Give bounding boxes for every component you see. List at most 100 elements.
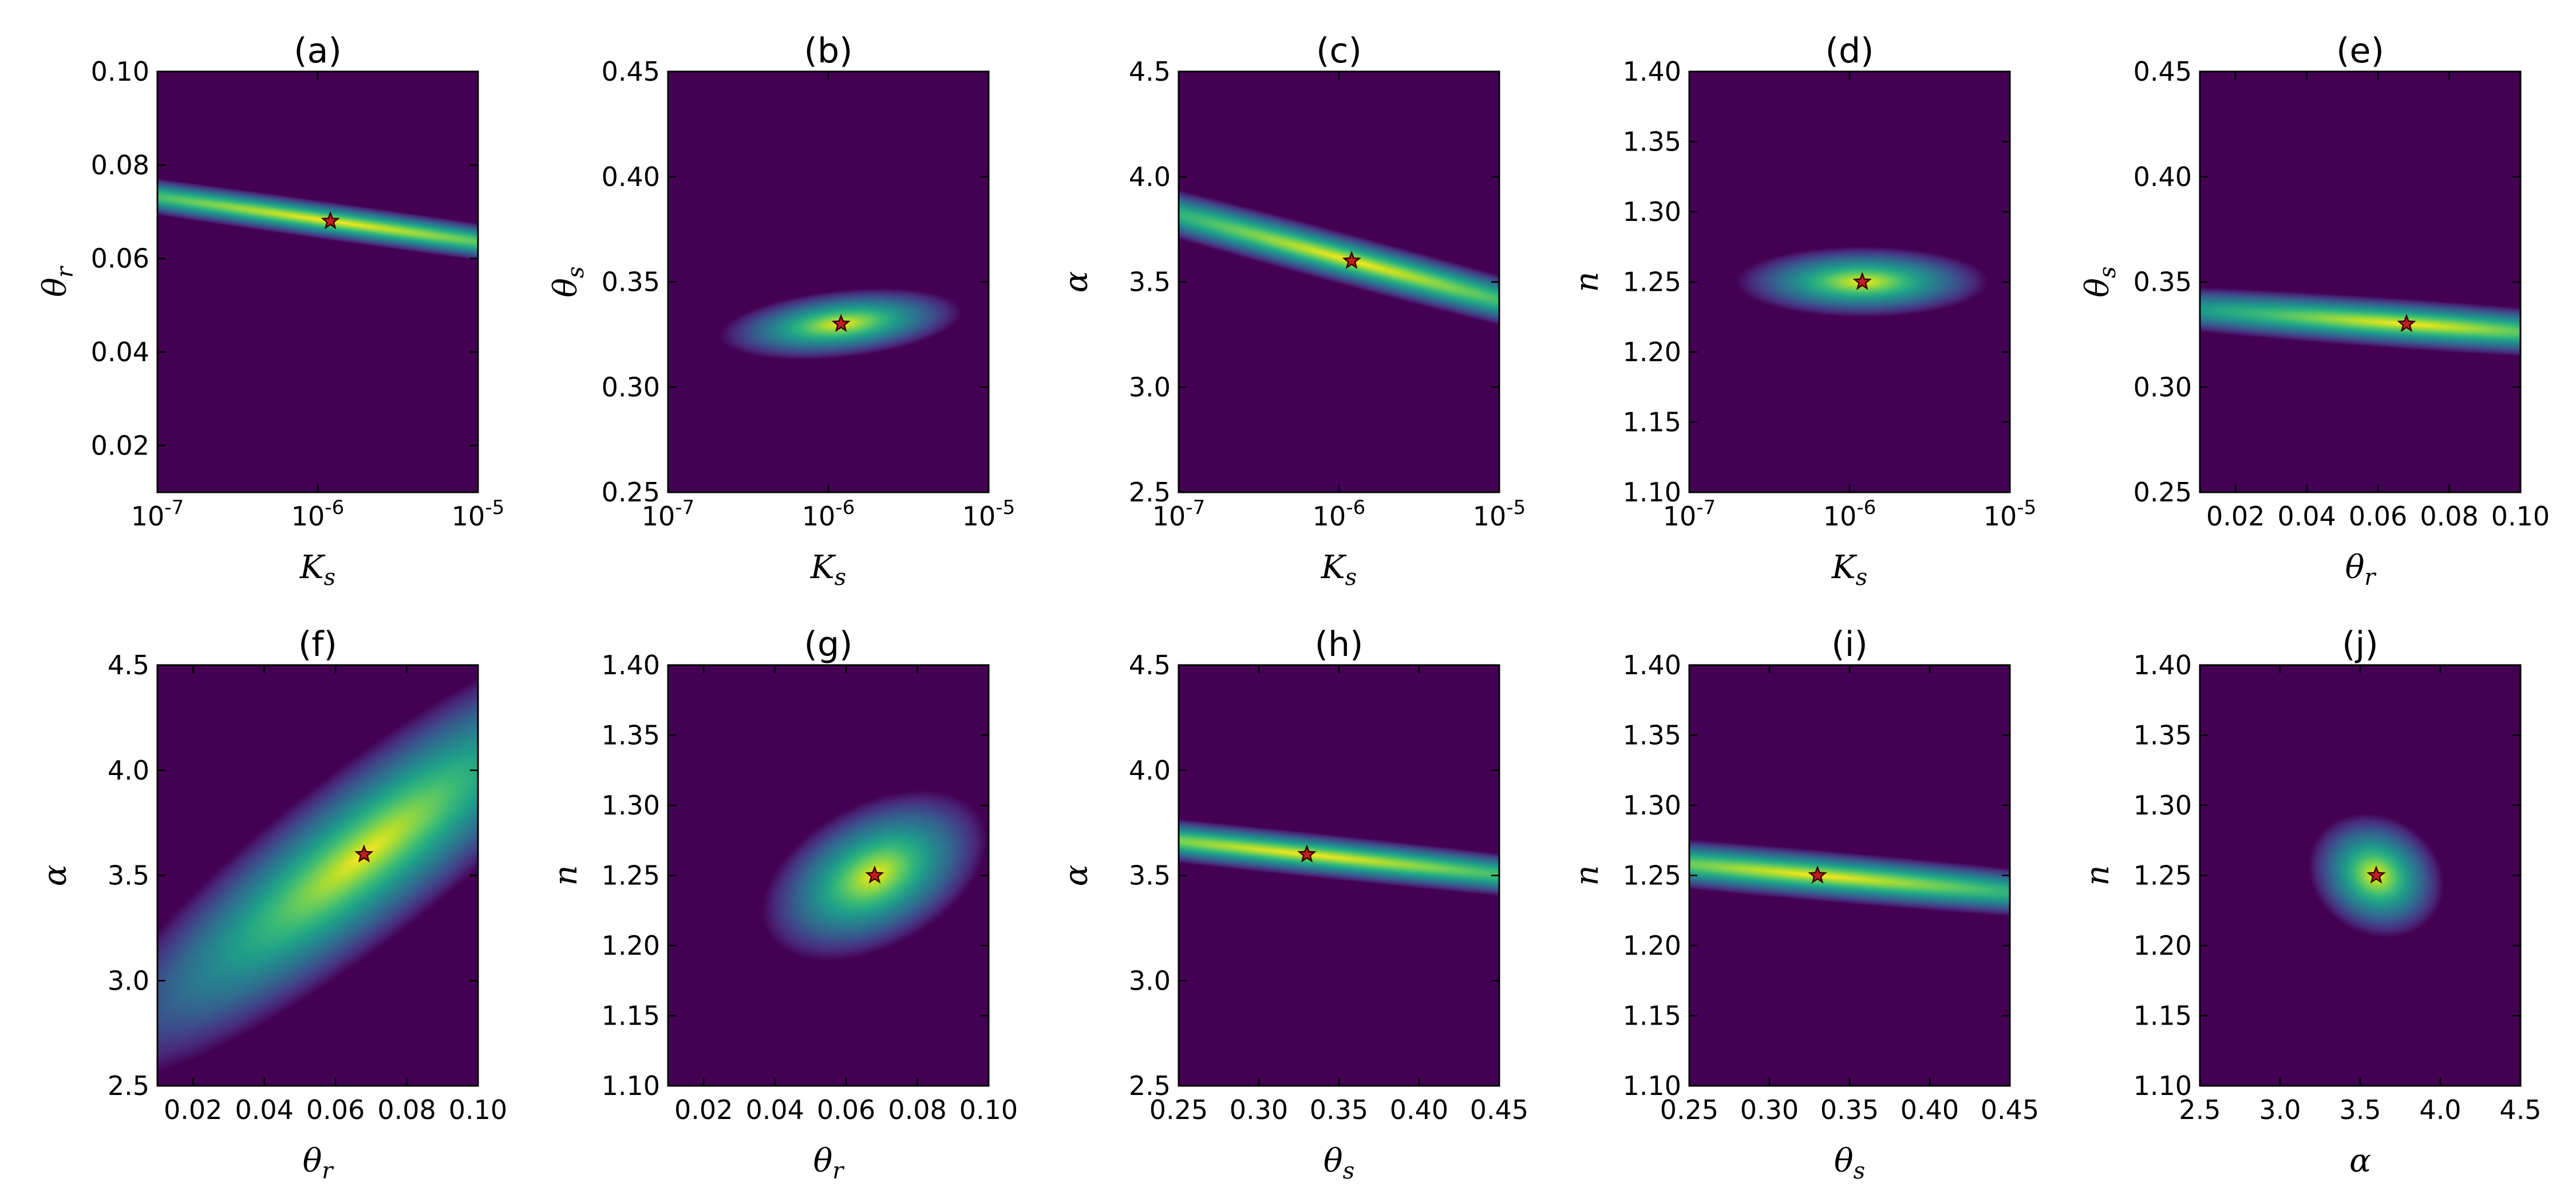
x-tick-label: 0.30 [1230, 1094, 1288, 1125]
panel-title-c: (c) [1316, 31, 1362, 71]
optimum-star-marker [354, 844, 374, 863]
x-tick-label: 0.04 [745, 1094, 804, 1125]
y-tick-label: 0.02 [91, 430, 149, 461]
y-tick-label: 1.10 [2134, 1070, 2192, 1101]
y-axis-label: n [1568, 865, 1606, 885]
y-tick-label: 4.0 [1129, 755, 1171, 786]
x-tick-label: 0.45 [1470, 1094, 1528, 1125]
panel-i: (i) 0.25 0.30 0.35 0.40 0.45 1.10 1.15 1.20 1.25 1… [1568, 624, 2039, 1184]
panel-title-g: (g) [804, 624, 853, 665]
y-tick-label: 1.15 [1623, 407, 1681, 438]
x-tick-label: 10-5 [452, 496, 504, 532]
heatmap-field-g [668, 665, 989, 1086]
y-tick-label: 1.30 [602, 790, 660, 821]
y-tick-label: 1.40 [1623, 56, 1681, 87]
panel-a: (a) 10-7 10-6 10-5 0.02 0.04 0.06 0.08 0.10 Ks θr [37, 31, 504, 591]
x-tick-label: 0.08 [2420, 501, 2478, 532]
panel-title-f: (f) [298, 624, 337, 665]
y-axis-label: θs [2079, 266, 2121, 297]
y-tick-label: 0.10 [91, 56, 149, 87]
y-tick-label: 4.5 [1129, 56, 1171, 87]
x-axis-label: θs [1323, 1142, 1354, 1184]
heatmap-field-d [1689, 72, 2010, 492]
y-tick-label: 3.5 [108, 860, 149, 891]
panel-title-j: (j) [2342, 624, 2379, 665]
x-tick-label: 10-7 [642, 496, 694, 532]
heatmap-field-i [1689, 665, 2010, 1086]
x-tick-label: 0.40 [1901, 1094, 1959, 1125]
optimum-star-marker [1852, 272, 1872, 290]
y-tick-label: 1.20 [2134, 930, 2192, 961]
x-axis-label: θr [303, 1142, 335, 1184]
optimum-star-marker [865, 865, 884, 884]
optimum-star-marker [2366, 865, 2386, 884]
y-tick-label: 1.25 [1623, 860, 1681, 891]
y-tick-label: 2.5 [108, 1070, 149, 1101]
x-tick-label: 0.25 [1660, 1094, 1718, 1125]
x-tick-label: 0.10 [959, 1094, 1018, 1125]
panel-c: (c) 10-7 10-6 10-5 2.5 3.0 3.5 4.0 4.5 Ks α [1058, 31, 1526, 591]
panel-title-e: (e) [2336, 31, 2384, 71]
x-tick-label: 0.35 [1310, 1094, 1368, 1125]
x-axis-label: θr [813, 1142, 846, 1184]
heatmap-field-j [2200, 665, 2520, 1086]
y-tick-label: 1.15 [2134, 1001, 2192, 1031]
optimum-star-marker [1808, 865, 1827, 884]
heatmap-field-a [157, 72, 478, 492]
y-tick-label: 4.5 [108, 650, 149, 681]
y-axis-label: α [1058, 271, 1095, 293]
y-tick-label: 1.10 [1623, 1070, 1681, 1101]
y-tick-label: 4.5 [1129, 650, 1171, 681]
panel-b: (b) 10-7 10-6 10-5 0.25 0.30 0.35 0.40 0.45 Ks θs [547, 31, 1015, 591]
panel-f: (f) 0.02 0.04 0.06 0.08 0.10 2.5 3.0 3.5 4.0 4.5 θr… [37, 624, 507, 1184]
x-axis-label: α [2349, 1142, 2371, 1180]
y-tick-label: 4.0 [1129, 161, 1171, 192]
y-tick-label: 2.5 [1129, 1070, 1171, 1101]
heatmap-field-h [1179, 665, 1499, 1086]
x-axis-label: Ks [1321, 549, 1357, 591]
x-tick-label: 4.0 [2419, 1094, 2461, 1125]
y-tick-label: 1.30 [1623, 196, 1681, 227]
y-tick-label: 0.40 [2134, 161, 2192, 192]
y-tick-label: 3.0 [1129, 965, 1171, 996]
heatmap-field-c [1179, 72, 1499, 492]
x-tick-label: 0.04 [235, 1094, 293, 1125]
y-tick-label: 0.45 [602, 56, 660, 87]
x-tick-label: 10-5 [1984, 496, 2036, 532]
y-tick-label: 0.04 [91, 337, 149, 367]
panel-title-h: (h) [1315, 624, 1364, 665]
x-tick-label: 10-7 [1152, 496, 1205, 532]
panel-title-a: (a) [294, 31, 342, 71]
y-tick-label: 0.25 [2134, 477, 2192, 508]
y-tick-label: 1.35 [602, 720, 660, 751]
y-tick-label: 1.25 [602, 860, 660, 891]
x-tick-label: 0.02 [2206, 501, 2265, 532]
heatmap-field-b [668, 72, 989, 492]
heatmap-field-e [2200, 72, 2520, 492]
x-tick-label: 2.5 [2179, 1094, 2221, 1125]
panel-title-i: (i) [1831, 624, 1868, 665]
x-tick-label: 0.35 [1820, 1094, 1879, 1125]
x-tick-label: 10-5 [962, 496, 1015, 532]
x-tick-label: 10-6 [1823, 496, 1876, 532]
x-tick-label: 0.02 [674, 1094, 733, 1125]
y-tick-label: 1.35 [1623, 720, 1681, 751]
x-tick-label: 3.5 [2339, 1094, 2381, 1125]
x-tick-label: 0.04 [2277, 501, 2336, 532]
y-tick-label: 1.15 [602, 1001, 660, 1031]
x-tick-label: 0.06 [2349, 501, 2407, 532]
y-tick-label: 1.10 [602, 1070, 660, 1101]
x-tick-label: 0.10 [2491, 501, 2550, 532]
y-tick-label: 0.06 [91, 243, 149, 274]
y-tick-label: 1.35 [1623, 126, 1681, 157]
panel-title-b: (b) [804, 31, 853, 71]
y-tick-label: 1.40 [602, 650, 660, 681]
y-tick-label: 1.30 [2134, 790, 2192, 821]
x-axis-label: Ks [1831, 549, 1867, 591]
x-tick-label: 10-7 [131, 496, 184, 532]
y-tick-label: 1.20 [602, 930, 660, 961]
y-tick-label: 1.25 [2134, 860, 2192, 891]
y-tick-label: 3.5 [1129, 267, 1171, 298]
y-tick-label: 1.40 [1623, 650, 1681, 681]
panel-g: (g) 0.02 0.04 0.06 0.08 0.10 1.10 1.15 1.20 1.25 1… [547, 624, 1018, 1184]
